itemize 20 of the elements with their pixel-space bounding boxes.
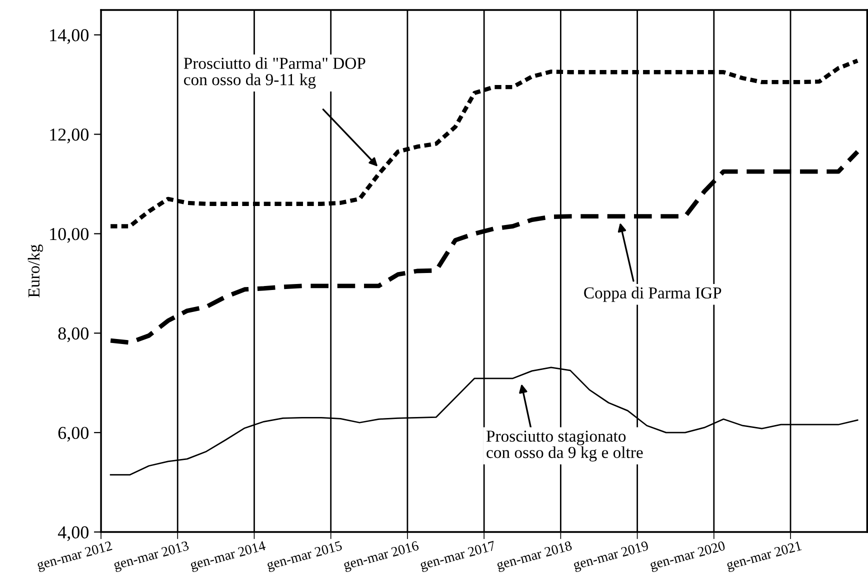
x-tick-label: gen-mar 2020 bbox=[649, 540, 726, 572]
y-tick-label: 4,00 bbox=[58, 526, 89, 542]
x-tick-label: gen-mar 2013 bbox=[112, 540, 190, 572]
annotation: Coppa di Parma IGP bbox=[584, 286, 722, 302]
x-tick-label: gen-mar 2018 bbox=[496, 540, 574, 572]
y-axis-title: Euro/kg bbox=[28, 244, 44, 298]
x-tick-label: gen-mar 2017 bbox=[419, 540, 497, 572]
y-tick-label: 14,00 bbox=[50, 29, 89, 44]
y-tick-label: 12,00 bbox=[50, 128, 89, 144]
x-tick-label: gen-mar 2019 bbox=[572, 540, 650, 572]
y-tick-label: 8,00 bbox=[58, 327, 89, 342]
y-tick-label: 10,00 bbox=[50, 228, 89, 243]
x-tick-label: gen-mar 2016 bbox=[342, 540, 420, 572]
y-tick-label: 6,00 bbox=[58, 426, 89, 442]
x-tick-label: gen-mar 2014 bbox=[190, 540, 267, 572]
x-tick-label: gen-mar 2021 bbox=[726, 540, 803, 572]
x-tick-label: gen-mar 2015 bbox=[266, 540, 344, 572]
annotation: Prosciutto stagionato con osso da 9 kg e oltre bbox=[486, 430, 643, 462]
x-tick-label: gen-mar 2012 bbox=[36, 540, 114, 572]
annotation: Prosciutto di "Parma" DOP con osso da 9-11 kg bbox=[184, 57, 366, 89]
